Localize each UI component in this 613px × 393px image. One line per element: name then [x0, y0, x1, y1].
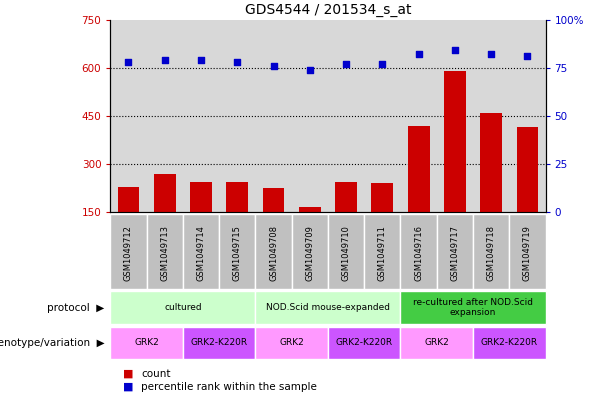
Bar: [256, 327, 328, 359]
Bar: [371, 183, 393, 260]
Text: GSM1049708: GSM1049708: [269, 226, 278, 281]
Bar: [118, 187, 139, 260]
Text: GSM1049712: GSM1049712: [124, 226, 133, 281]
Bar: [509, 214, 546, 289]
Point: [268, 63, 278, 69]
Bar: [481, 113, 502, 260]
Point: [341, 61, 351, 67]
Point: [414, 51, 424, 57]
Text: ■: ■: [123, 369, 133, 379]
Text: count: count: [141, 369, 170, 379]
Text: re-cultured after NOD.Scid
expansion: re-cultured after NOD.Scid expansion: [413, 298, 533, 317]
Bar: [335, 182, 357, 260]
Point: [522, 53, 532, 59]
Text: GSM1049710: GSM1049710: [341, 226, 351, 281]
Text: protocol  ▶: protocol ▶: [47, 303, 104, 312]
Point: [450, 47, 460, 53]
Bar: [110, 214, 147, 289]
Bar: [400, 292, 546, 323]
Text: GRK2-K220R: GRK2-K220R: [336, 338, 393, 347]
Text: GSM1049718: GSM1049718: [487, 226, 496, 281]
Bar: [183, 327, 256, 359]
Bar: [473, 327, 546, 359]
Bar: [292, 214, 328, 289]
Bar: [517, 127, 538, 260]
Text: GSM1049713: GSM1049713: [160, 226, 169, 281]
Bar: [400, 327, 473, 359]
Text: GSM1049711: GSM1049711: [378, 226, 387, 281]
Text: GSM1049716: GSM1049716: [414, 226, 423, 281]
Bar: [364, 214, 400, 289]
Text: ■: ■: [123, 382, 133, 392]
Point: [305, 66, 314, 73]
Text: genotype/variation  ▶: genotype/variation ▶: [0, 338, 104, 348]
Text: GSM1049717: GSM1049717: [451, 226, 459, 281]
Point: [486, 51, 496, 57]
Bar: [444, 71, 466, 260]
Bar: [256, 292, 400, 323]
Text: cultured: cultured: [164, 303, 202, 312]
Bar: [110, 327, 183, 359]
Text: GSM1049714: GSM1049714: [197, 226, 205, 281]
Bar: [147, 214, 183, 289]
Text: GRK2: GRK2: [424, 338, 449, 347]
Bar: [256, 214, 292, 289]
Text: NOD.Scid mouse-expanded: NOD.Scid mouse-expanded: [266, 303, 390, 312]
Text: GRK2-K220R: GRK2-K220R: [481, 338, 538, 347]
Bar: [328, 214, 364, 289]
Point: [232, 59, 242, 65]
Bar: [262, 188, 284, 260]
Bar: [328, 327, 400, 359]
Bar: [436, 214, 473, 289]
Text: GSM1049715: GSM1049715: [233, 226, 242, 281]
Bar: [226, 182, 248, 260]
Bar: [408, 125, 430, 260]
Text: GSM1049719: GSM1049719: [523, 226, 532, 281]
Bar: [473, 214, 509, 289]
Text: percentile rank within the sample: percentile rank within the sample: [141, 382, 317, 392]
Bar: [299, 208, 321, 260]
Bar: [219, 214, 256, 289]
Bar: [190, 182, 212, 260]
Point: [124, 59, 134, 65]
Bar: [400, 214, 436, 289]
Bar: [154, 174, 175, 260]
Text: GRK2: GRK2: [134, 338, 159, 347]
Text: GRK2: GRK2: [280, 338, 304, 347]
Bar: [183, 214, 219, 289]
Point: [160, 57, 170, 63]
Point: [196, 57, 206, 63]
Title: GDS4544 / 201534_s_at: GDS4544 / 201534_s_at: [245, 3, 411, 17]
Bar: [110, 292, 256, 323]
Point: [378, 61, 387, 67]
Text: GRK2-K220R: GRK2-K220R: [191, 338, 248, 347]
Text: GSM1049709: GSM1049709: [305, 226, 314, 281]
